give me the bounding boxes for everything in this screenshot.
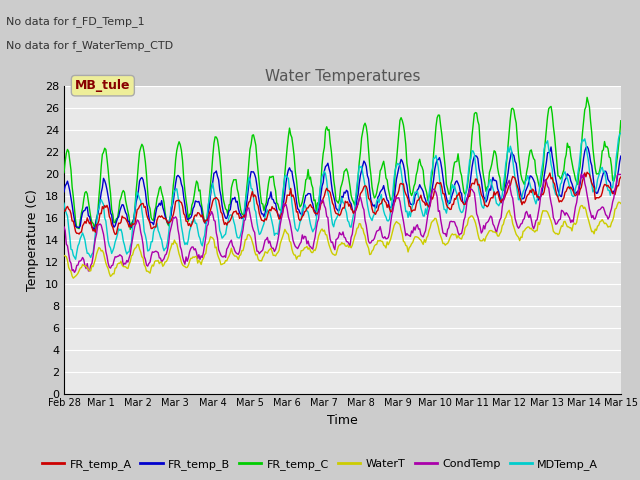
Title: Water Temperatures: Water Temperatures [265, 69, 420, 84]
Legend: FR_temp_A, FR_temp_B, FR_temp_C, WaterT, CondTemp, MDTemp_A: FR_temp_A, FR_temp_B, FR_temp_C, WaterT,… [37, 455, 603, 474]
Text: No data for f_WaterTemp_CTD: No data for f_WaterTemp_CTD [6, 40, 173, 51]
Text: No data for f_FD_Temp_1: No data for f_FD_Temp_1 [6, 16, 145, 27]
X-axis label: Time: Time [327, 414, 358, 427]
Y-axis label: Temperature (C): Temperature (C) [26, 189, 39, 291]
Text: MB_tule: MB_tule [75, 79, 131, 92]
